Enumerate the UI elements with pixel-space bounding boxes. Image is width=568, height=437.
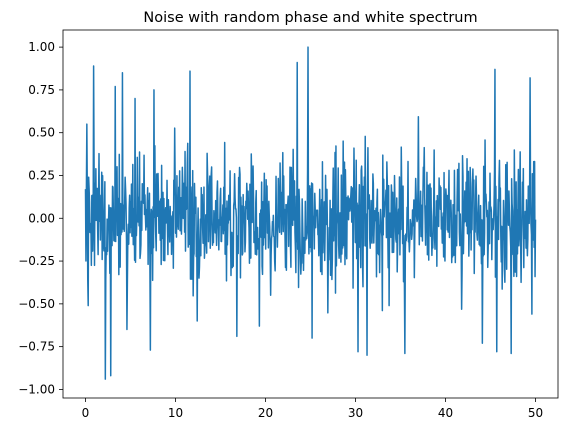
chart-title: Noise with random phase and white spectr… bbox=[143, 10, 477, 26]
plot-layer bbox=[84, 46, 537, 380]
x-tick-label: 40 bbox=[438, 406, 453, 420]
y-tick-label: 0.50 bbox=[28, 126, 55, 140]
y-tick-label: 0.00 bbox=[28, 211, 55, 225]
y-tick-label: 0.75 bbox=[28, 83, 55, 97]
y-tick-label: −0.25 bbox=[18, 254, 55, 268]
x-tick-label: 0 bbox=[82, 406, 90, 420]
y-tick-label: −0.50 bbox=[18, 297, 55, 311]
y-tick-label: −0.75 bbox=[18, 340, 55, 354]
y-tick-label: 0.25 bbox=[28, 168, 55, 182]
y-tick-label: −1.00 bbox=[18, 382, 55, 396]
x-tick-label: 30 bbox=[348, 406, 363, 420]
axes-frame bbox=[62, 29, 559, 399]
x-tick-label: 50 bbox=[528, 406, 543, 420]
x-tick-label: 10 bbox=[168, 406, 183, 420]
x-tick-label: 20 bbox=[258, 406, 273, 420]
noise-series-line bbox=[84, 46, 537, 380]
y-tick-label: 1.00 bbox=[28, 40, 55, 54]
ticks-layer: 0 10 20 30 40 50 −1.00 −0.75 −0.50 −0.25 0.00 0.25 0… bbox=[18, 40, 543, 420]
